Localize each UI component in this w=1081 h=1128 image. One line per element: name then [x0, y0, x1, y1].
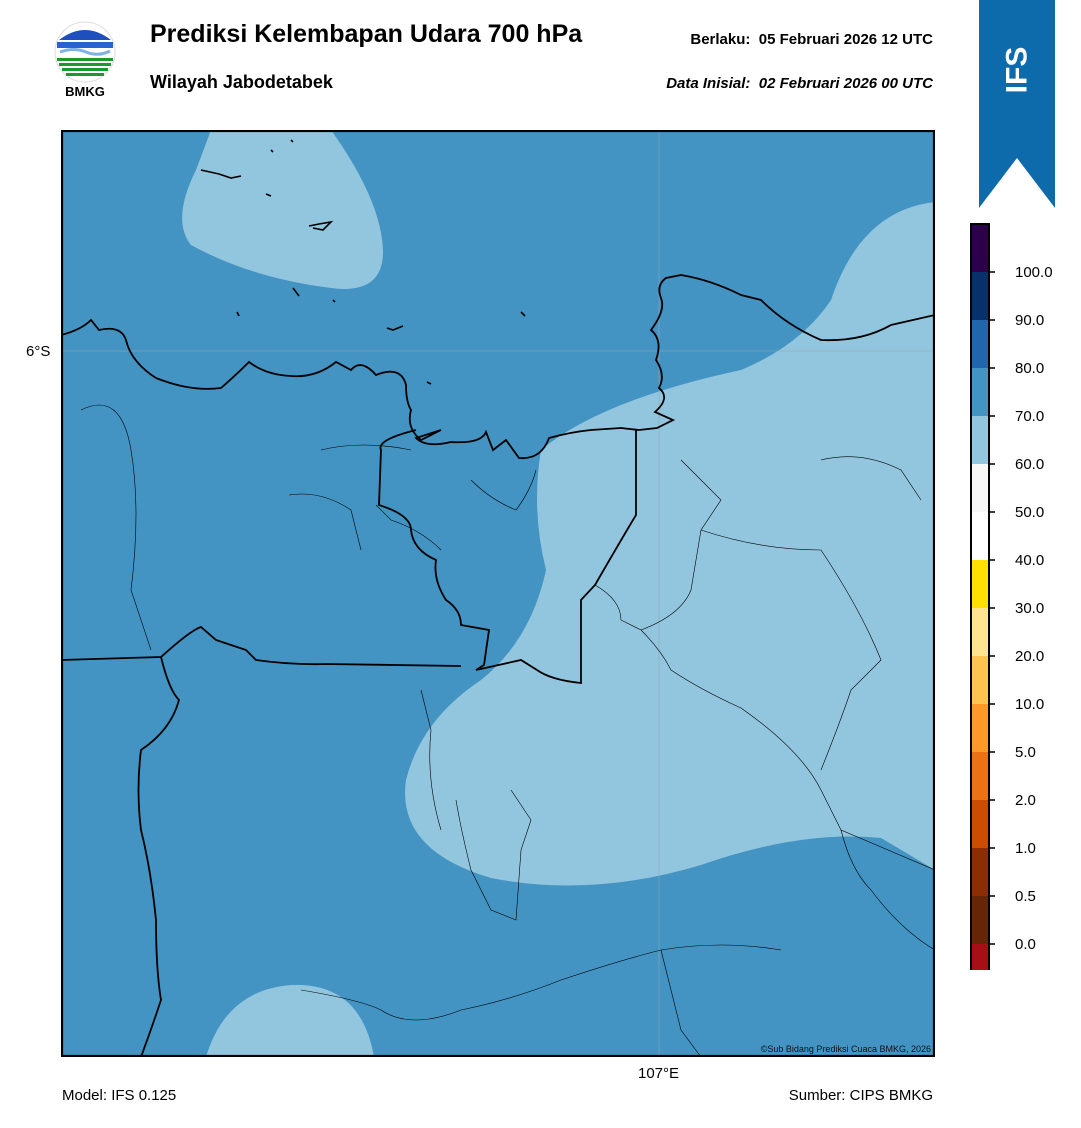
colorbar-label: 0.0	[1015, 936, 1036, 953]
colorbar-swatch	[971, 800, 989, 848]
colorbar-label: 90.0	[1015, 312, 1044, 329]
init-label: Data Inisial:	[666, 75, 751, 92]
colorbar-label: 5.0	[1015, 744, 1036, 761]
colorbar-swatch	[971, 512, 989, 560]
regency-borders	[80, 404, 935, 1057]
thousand-islands	[200, 139, 526, 385]
field-60-70-south	[206, 984, 374, 1057]
colorbar-label: 1.0	[1015, 840, 1036, 857]
colorbar-label: 40.0	[1015, 552, 1044, 569]
colorbar-label: 30.0	[1015, 600, 1044, 617]
colorbar-swatch	[971, 272, 989, 320]
lon-label: 107°E	[638, 1065, 680, 1082]
init-time: Data Inisial: 02 Februari 2026 00 UTC	[666, 75, 933, 92]
map-credit: ©Sub Bidang Prediksi Cuaca BMKG, 2026	[760, 1044, 931, 1054]
region-subtitle: Wilayah Jabodetabek	[150, 72, 333, 92]
colorbar-swatch	[971, 224, 989, 272]
colorbar-swatch	[971, 848, 989, 896]
logo-text: BMKG	[65, 84, 105, 99]
ribbon-label: IFS	[1001, 47, 1034, 94]
field-60-70-north	[182, 130, 384, 289]
colorbar-swatch	[971, 368, 989, 416]
valid-value: 05 Februari 2026 12 UTC	[758, 31, 933, 48]
colorbar-swatch	[971, 320, 989, 368]
humidity-map	[61, 130, 935, 1057]
colorbar-label: 20.0	[1015, 648, 1044, 665]
colorbar-swatch	[971, 944, 989, 970]
colorbar-frame	[970, 223, 990, 970]
colorbar-swatch	[971, 608, 989, 656]
province-border-south	[61, 625, 462, 667]
coastline	[61, 274, 935, 460]
colorbar-label: 100.0	[1015, 264, 1053, 281]
valid-time: Berlaku: 05 Februari 2026 12 UTC	[690, 31, 933, 48]
page-title: Prediksi Kelembapan Udara 700 hPa	[150, 20, 583, 48]
colorbar-label: 80.0	[1015, 360, 1044, 377]
colorbar-label: 10.0	[1015, 696, 1044, 713]
colorbar-swatch	[971, 896, 989, 944]
colorbar: 100.0 90.0 80.0 70.0 60.0 50.0 40.0 30.0 20.0 10.…	[970, 223, 1053, 970]
field-60-70-east	[405, 202, 935, 886]
colorbar-swatch	[971, 656, 989, 704]
province-border-west	[137, 656, 181, 1057]
colorbar-label: 0.5	[1015, 888, 1036, 905]
footer-source: Sumber: CIPS BMKG	[788, 1087, 933, 1104]
colorbar-label: 2.0	[1015, 792, 1036, 809]
footer-model: Model: IFS 0.125	[62, 1087, 177, 1104]
colorbar-swatch	[971, 560, 989, 608]
lat-label: 6°S	[26, 343, 51, 360]
colorbar-swatch	[971, 752, 989, 800]
colorbar-label: 60.0	[1015, 456, 1044, 473]
colorbar-label: 50.0	[1015, 504, 1044, 521]
ifs-ribbon-text: IFS	[1001, 47, 1034, 94]
valid-label: Berlaku:	[690, 31, 751, 48]
colorbar-swatch	[971, 704, 989, 752]
bmkg-logo-icon	[54, 21, 116, 83]
map-frame	[61, 130, 935, 1057]
colorbar-swatch	[971, 416, 989, 464]
ifs-ribbon	[979, 0, 1055, 208]
colorbar-label: 70.0	[1015, 408, 1044, 425]
init-value: 02 Februari 2026 00 UTC	[758, 75, 933, 92]
province-border	[378, 429, 637, 684]
colorbar-swatch	[971, 464, 989, 512]
